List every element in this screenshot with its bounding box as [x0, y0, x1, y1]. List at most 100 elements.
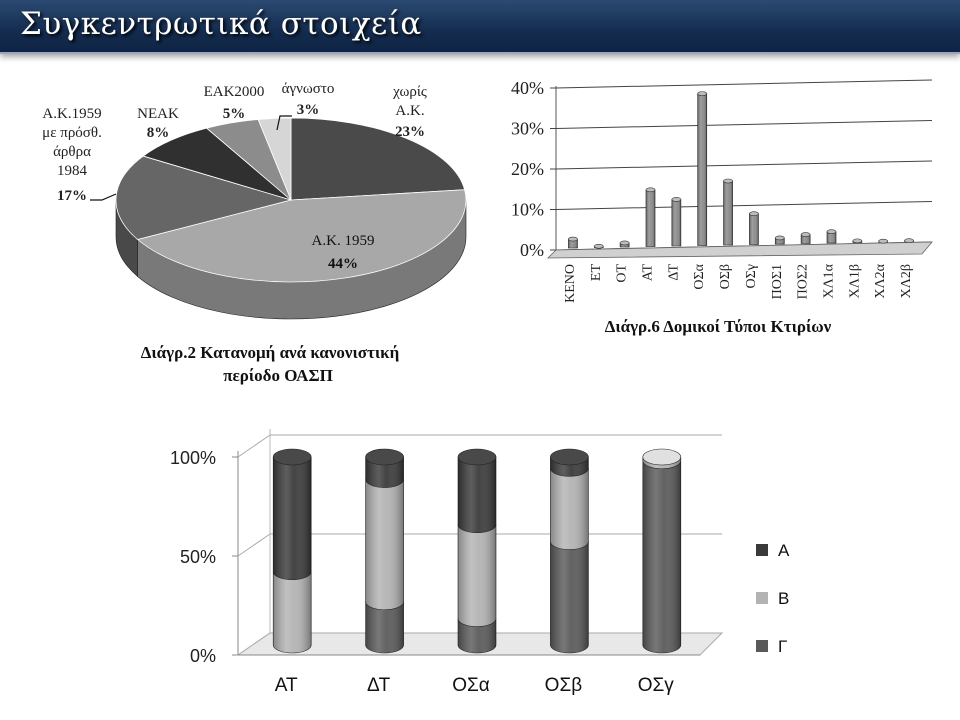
- bar-top-2: [619, 240, 630, 246]
- legend-label-Γ: Γ: [778, 637, 787, 656]
- stack-segment-shade: [273, 457, 312, 580]
- legend-swatch-Β: [756, 592, 768, 604]
- gridline: [555, 160, 933, 170]
- pie-value-label-4: 5%: [223, 106, 246, 122]
- pie-label-2: 1984: [57, 163, 88, 179]
- stack-segment-shade: [550, 468, 589, 550]
- stacked-chart: 0% 50% 100% ΑΤ ΔΤ ΟΣα ΟΣβ ΟΣγ Α Β Γ: [170, 429, 790, 696]
- pie-label-4: ΕΑΚ2000: [204, 84, 265, 100]
- x-tick-label: ΑΤ: [275, 675, 298, 696]
- bar-top-10: [826, 229, 837, 234]
- gridline-side: [237, 434, 271, 458]
- stack-segment-shade: [365, 601, 404, 653]
- y-tick-label: 40%: [511, 78, 544, 98]
- y-tick-label: 30%: [511, 119, 544, 139]
- stack-segment-shade: [458, 457, 496, 533]
- x-tick-label: ΠΟΣ1: [770, 264, 785, 299]
- x-tick-label: ΧΛ2α: [873, 263, 888, 298]
- bar-top-4: [671, 197, 682, 202]
- bar-chart: 0% 10% 20% 30% 40% ΚΕΝΟ ΕΤ ΟΤ ΑΤ ΔΤ ΟΣα ΟΣβ ΟΣγ ΠΟΣ1 Π…: [511, 78, 933, 303]
- x-tick-label: ΟΣγ: [744, 264, 759, 288]
- pie-label-2: με πρόσθ.: [42, 125, 102, 141]
- pie-value-label-0: 23%: [395, 124, 425, 140]
- x-tick-label: ΧΛ2β: [899, 264, 914, 298]
- stack-top-cap: [272, 448, 312, 466]
- bar-shade-0: [568, 239, 578, 248]
- y-tick-label: 50%: [180, 547, 216, 567]
- x-tick-label: ΟΣα: [452, 675, 490, 696]
- bar-shade-7: [749, 213, 759, 245]
- x-tick-label: ΔΤ: [367, 675, 391, 696]
- bar-shade-6: [723, 181, 733, 245]
- bar-shade-9: [801, 234, 811, 244]
- page-title: Συγκεντρωτικά στοιχεία: [20, 6, 422, 42]
- title-bar: Συγκεντρωτικά στοιχεία: [0, 0, 960, 54]
- bar-top-8: [774, 235, 785, 241]
- stack-top-cap: [642, 448, 682, 466]
- bar-top-0: [568, 236, 578, 242]
- stack-segment-shade: [365, 457, 404, 488]
- bar-caption: Διάγρ.6 Δομικοί Τύποι Κτιρίων: [605, 317, 832, 336]
- y-tick-label: 0%: [190, 646, 216, 666]
- y-tick-label: 10%: [511, 200, 544, 220]
- x-tick-label: ΟΣγ: [638, 675, 675, 696]
- bar-top-7: [749, 211, 759, 217]
- x-tick-label: ΠΟΣ2: [796, 264, 811, 299]
- stack-segment-shade: [550, 541, 589, 653]
- stack-segment-shade: [458, 524, 496, 627]
- x-tick-label: ΔΤ: [666, 264, 681, 281]
- bar-top-11: [852, 238, 863, 244]
- gridline: [555, 120, 933, 129]
- x-tick-label: ΟΣβ: [718, 264, 733, 289]
- pie-label-0: χωρίς: [392, 84, 427, 100]
- pie-leader-line: [276, 115, 292, 131]
- bar-shade-5: [697, 93, 707, 246]
- chart-floor: [547, 241, 933, 259]
- pie-label-5: άγνωστο: [282, 81, 335, 97]
- y-tick-label: 0%: [520, 240, 544, 260]
- y-tick-label: 20%: [511, 159, 544, 179]
- bar-shade-8: [775, 237, 785, 244]
- gridline-side: [237, 533, 271, 557]
- stack-segment-shade: [365, 479, 404, 610]
- bar-shade-10: [827, 231, 836, 243]
- x-tick-label: ΚΕΝΟ: [563, 264, 578, 303]
- bar-top-12: [878, 238, 889, 244]
- legend-swatch-Γ: [756, 640, 768, 652]
- stack-top-cap: [457, 448, 497, 466]
- stack-segment-shade: [273, 571, 312, 653]
- x-tick-label: ΟΣα: [692, 263, 707, 289]
- x-tick-label: ΟΤ: [615, 264, 630, 283]
- gridline: [555, 201, 933, 210]
- x-tick-label: ΧΛ1β: [847, 264, 862, 298]
- x-tick-label: ΑΤ: [641, 264, 656, 282]
- stack-top-cap: [365, 448, 404, 466]
- pie-label-2: άρθρα: [53, 144, 91, 160]
- bar-top-5: [697, 91, 708, 96]
- bar-top-6: [723, 178, 733, 184]
- pie-caption-line-2: περίοδο ΟΑΣΠ: [223, 366, 333, 385]
- gridline: [555, 79, 933, 89]
- bar-shade-3: [646, 189, 655, 247]
- bar-top-13: [904, 238, 914, 243]
- bar-top-3: [645, 187, 656, 193]
- pie-slice-5: [257, 117, 292, 201]
- bar-top-1: [593, 243, 604, 249]
- x-tick-label: ΧΛ1α: [822, 263, 837, 298]
- stack-segment-shade: [458, 618, 496, 653]
- pie-label-1: Α.Κ. 1959: [312, 233, 375, 249]
- legend-swatch-Α: [756, 544, 768, 556]
- pie-chart: χωρίς Α.Κ. 23% Α.Κ. 1959 44% Α.Κ.1959 με πρόσθ…: [42, 81, 467, 320]
- pie-label-0: Α.Κ.: [395, 103, 424, 119]
- legend-label-Β: Β: [778, 589, 789, 608]
- pie-value-label-3: 8%: [147, 125, 170, 141]
- x-tick-label: ΕΤ: [589, 264, 604, 282]
- pie-slice-2: [115, 155, 293, 240]
- pie-value-label-1: 44%: [328, 256, 358, 272]
- pie-leader-line: [90, 193, 117, 201]
- pie-value-label-2: 17%: [57, 188, 87, 204]
- legend-label-Α: Α: [778, 541, 790, 560]
- stack-top-cap: [550, 448, 589, 466]
- stack-segment-shade: [642, 460, 681, 653]
